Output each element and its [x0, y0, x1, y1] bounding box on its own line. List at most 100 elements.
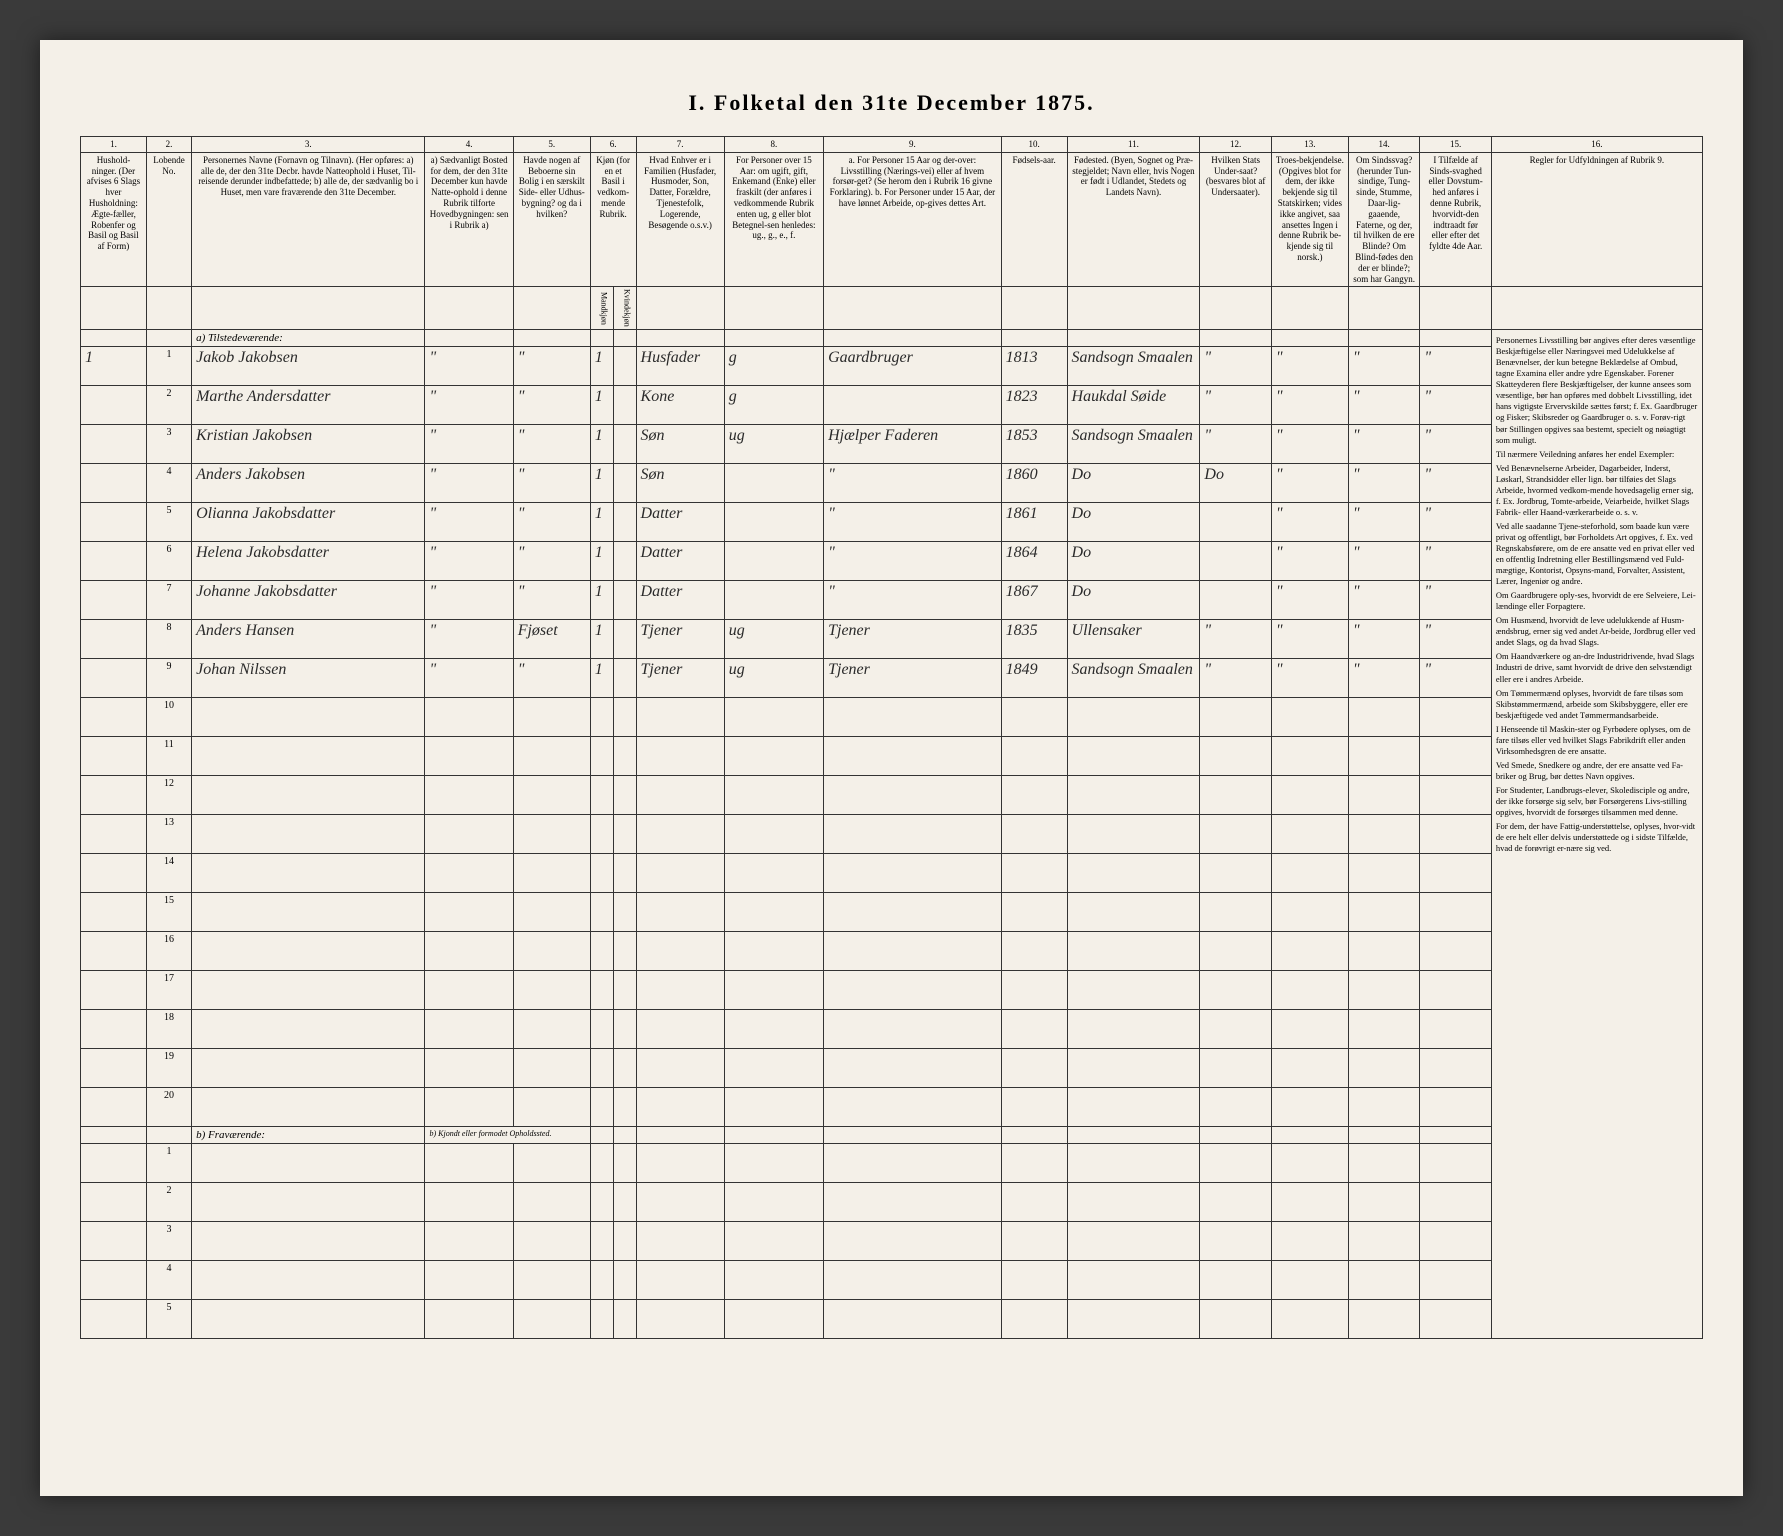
table-row: 5 Olianna Jakobsdatter " " 1 Datter " 18… — [81, 503, 1703, 542]
cell-sex-f — [613, 347, 636, 386]
section-a-label: a) Tilstedeværende: — [192, 330, 425, 347]
cell-12 — [1200, 503, 1271, 542]
cell-5: " — [513, 581, 590, 620]
cell-sex-f — [613, 386, 636, 425]
head-15: I Tilfælde af Sinds-svaghed eller Dovstu… — [1420, 152, 1491, 287]
cell-rownum: 4 — [146, 1261, 191, 1300]
table-row: 8 Anders Hansen " Fjøset 1 Tjener ug Tje… — [81, 620, 1703, 659]
cell-5: " — [513, 542, 590, 581]
cell-rownum: 13 — [146, 815, 191, 854]
cell-rownum: 12 — [146, 776, 191, 815]
cell-14: " — [1348, 347, 1419, 386]
cell-household — [81, 503, 147, 542]
subhead-row: Mandkjøn Kvindekjøn — [81, 287, 1703, 330]
cell-place: Sandsogn Smaalen — [1067, 659, 1200, 698]
cell-status — [724, 581, 823, 620]
cell-5: " — [513, 503, 590, 542]
cell-occupation: " — [824, 581, 1002, 620]
cell-5: " — [513, 425, 590, 464]
cell-status — [724, 464, 823, 503]
cell-rownum: 16 — [146, 932, 191, 971]
cell-occupation: " — [824, 542, 1002, 581]
col-num-15: 15. — [1420, 137, 1491, 153]
col-num-1: 1. — [81, 137, 147, 153]
cell-rownum: 8 — [146, 620, 191, 659]
cell-14: " — [1348, 620, 1419, 659]
cell-13: " — [1271, 425, 1348, 464]
empty-row: 3 — [81, 1222, 1703, 1261]
col-num-16: 16. — [1491, 137, 1702, 153]
empty-row: 19 — [81, 1049, 1703, 1088]
cell-place: Do — [1067, 542, 1200, 581]
cell-rownum: 4 — [146, 464, 191, 503]
cell-rownum: 17 — [146, 971, 191, 1010]
cell-family: Datter — [636, 581, 724, 620]
head-4: a) Sædvanligt Bosted for dem, der den 31… — [425, 152, 513, 287]
cell-year: 1835 — [1001, 620, 1067, 659]
head-2: Lobende No. — [146, 152, 191, 287]
empty-row: 10 — [81, 698, 1703, 737]
cell-12: " — [1200, 347, 1271, 386]
cell-occupation: Gaardbruger — [824, 347, 1002, 386]
cell-status: ug — [724, 620, 823, 659]
cell-household — [81, 659, 147, 698]
cell-name: Johanne Jakobsdatter — [192, 581, 425, 620]
cell-12: " — [1200, 620, 1271, 659]
cell-rownum: 2 — [146, 1183, 191, 1222]
cell-13: " — [1271, 464, 1348, 503]
table-row: 3 Kristian Jakobsen " " 1 Søn ug Hjælper… — [81, 425, 1703, 464]
cell-rownum: 2 — [146, 386, 191, 425]
head-12: Hvilken Stats Under-saat? (besvares blot… — [1200, 152, 1271, 287]
cell-rownum: 3 — [146, 1222, 191, 1261]
cell-family: Søn — [636, 425, 724, 464]
head-8: For Personer over 15 Aar: om ugift, gift… — [724, 152, 823, 287]
cell-14: " — [1348, 386, 1419, 425]
cell-name: Anders Hansen — [192, 620, 425, 659]
table-row: 1 1 Jakob Jakobsen " " 1 Husfader g Gaar… — [81, 347, 1703, 386]
col-num-12: 12. — [1200, 137, 1271, 153]
cell-15: " — [1420, 659, 1491, 698]
cell-15: " — [1420, 464, 1491, 503]
col-num-4: 4. — [425, 137, 513, 153]
col-num-8: 8. — [724, 137, 823, 153]
table-row: 4 Anders Jakobsen " " 1 Søn " 1860 Do Do… — [81, 464, 1703, 503]
cell-occupation: Tjener — [824, 659, 1002, 698]
cell-rownum: 18 — [146, 1010, 191, 1049]
cell-rownum: 3 — [146, 425, 191, 464]
cell-name: Kristian Jakobsen — [192, 425, 425, 464]
cell-occupation: Hjælper Faderen — [824, 425, 1002, 464]
cell-4: " — [425, 347, 513, 386]
cell-15: " — [1420, 542, 1491, 581]
empty-row: 17 — [81, 971, 1703, 1010]
cell-family: Tjener — [636, 620, 724, 659]
empty-row: 15 — [81, 893, 1703, 932]
cell-14: " — [1348, 659, 1419, 698]
cell-5: " — [513, 464, 590, 503]
cell-15: " — [1420, 503, 1491, 542]
table-row: 7 Johanne Jakobsdatter " " 1 Datter " 18… — [81, 581, 1703, 620]
cell-13: " — [1271, 386, 1348, 425]
cell-5: " — [513, 347, 590, 386]
col-num-5: 5. — [513, 137, 590, 153]
cell-name: Johan Nilssen — [192, 659, 425, 698]
cell-13: " — [1271, 620, 1348, 659]
page-title: I. Folketal den 31te December 1875. — [80, 90, 1703, 116]
cell-rownum: 19 — [146, 1049, 191, 1088]
cell-rownum: 1 — [146, 347, 191, 386]
head-10: Fødsels-aar. — [1001, 152, 1067, 287]
cell-sex-m: 1 — [590, 425, 613, 464]
cell-year: 1849 — [1001, 659, 1067, 698]
cell-year: 1853 — [1001, 425, 1067, 464]
cell-occupation: " — [824, 503, 1002, 542]
cell-household — [81, 464, 147, 503]
cell-4: " — [425, 386, 513, 425]
empty-row: 1 — [81, 1144, 1703, 1183]
cell-sex-m: 1 — [590, 581, 613, 620]
cell-4: " — [425, 464, 513, 503]
cell-12: " — [1200, 386, 1271, 425]
cell-sex-f — [613, 425, 636, 464]
cell-year: 1867 — [1001, 581, 1067, 620]
cell-15: " — [1420, 347, 1491, 386]
cell-5: " — [513, 659, 590, 698]
empty-row: 13 — [81, 815, 1703, 854]
